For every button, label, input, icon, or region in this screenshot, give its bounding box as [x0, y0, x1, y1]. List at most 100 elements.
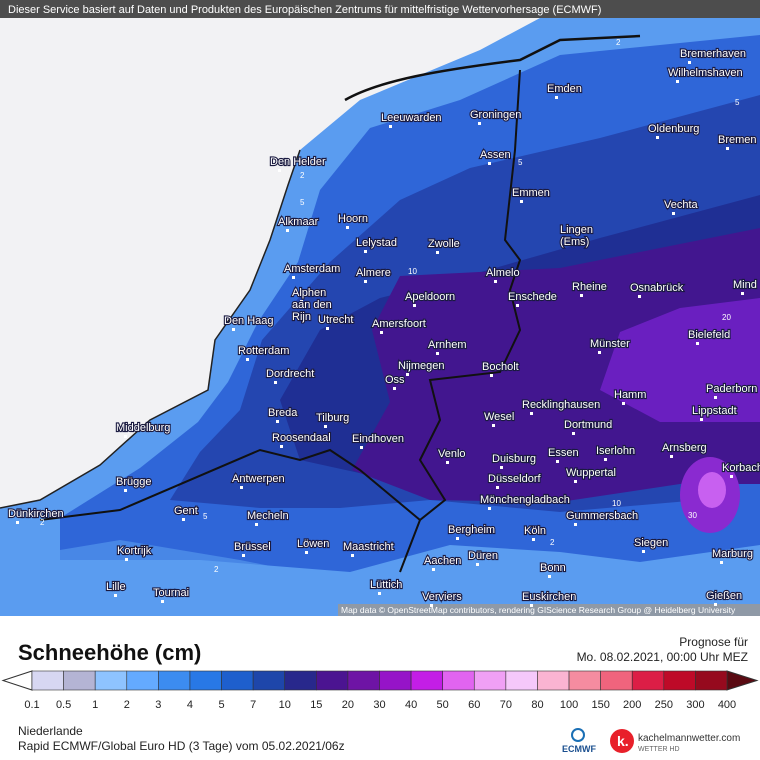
colorbar-bin — [158, 670, 191, 691]
ecmwf-text: ECMWF — [562, 744, 596, 754]
contour-label: 30 — [688, 511, 697, 520]
city-dot — [556, 460, 559, 463]
city-dot — [360, 446, 363, 449]
city-dot — [676, 80, 679, 83]
city-dot — [280, 445, 283, 448]
colorbar-arrow — [726, 670, 759, 691]
city-dot — [292, 276, 295, 279]
city-label: Brügge — [116, 476, 151, 488]
city-dot — [500, 466, 503, 469]
colorbar-tick-label: 2 — [124, 699, 130, 711]
attribution: Map data © OpenStreetMap contributors, r… — [341, 605, 736, 615]
colorbar-tick-label: 4 — [187, 699, 193, 711]
city-dot — [730, 475, 733, 478]
site-name: kachelmannwetter.com — [638, 733, 740, 744]
city-label: Brüssel — [234, 541, 271, 553]
city-label: Dortmund — [564, 419, 612, 431]
city-dot — [530, 412, 533, 415]
city-label: Duisburg — [492, 453, 536, 465]
city-label: Amersfoort — [372, 318, 426, 330]
city-dot — [255, 523, 258, 526]
colorbar-tick-label: 70 — [500, 699, 512, 711]
city-label: Rheine — [572, 281, 607, 293]
city-label: Groningen — [470, 109, 521, 121]
city-dot — [124, 489, 127, 492]
city-label: aan den — [292, 299, 332, 311]
colorbar-tick-label: 80 — [531, 699, 543, 711]
colorbar-bin — [63, 670, 96, 691]
city-dot — [494, 280, 497, 283]
city-label: Siegen — [634, 537, 668, 549]
colorbar-bin — [442, 670, 475, 691]
city-label: Emmen — [512, 187, 550, 199]
colorbar-bin — [347, 670, 380, 691]
colorbar-tick-label: 7 — [250, 699, 256, 711]
city-dot — [492, 424, 495, 427]
city-label: Recklinghausen — [522, 399, 600, 411]
city-dot — [436, 251, 439, 254]
colorbar-tick-label: 1 — [92, 699, 98, 711]
city-dot — [714, 396, 717, 399]
city-dot — [604, 458, 607, 461]
city-dot — [638, 295, 641, 298]
city-dot — [446, 461, 449, 464]
colorbar-tick-label: 150 — [591, 699, 609, 711]
city-dot — [432, 568, 435, 571]
colorbar-bin — [695, 670, 728, 691]
city-dot — [389, 125, 392, 128]
city-label: Den Helder — [270, 156, 326, 168]
city-label: (Ems) — [560, 236, 589, 248]
city-label: Amsterdam — [284, 263, 340, 275]
contour-label: 10 — [408, 267, 417, 276]
city-dot — [516, 304, 519, 307]
contour-label: 2 — [214, 565, 219, 574]
snow-area — [352, 228, 760, 502]
city-dot — [532, 538, 535, 541]
city-label: Korbach — [722, 462, 760, 474]
site-logo-mark: k. — [617, 733, 629, 749]
city-dot — [286, 229, 289, 232]
city-dot — [478, 122, 481, 125]
colorbar-tick-label: 100 — [560, 699, 578, 711]
city-label: Utrecht — [318, 314, 353, 326]
colorbar-tick-label: 0.1 — [24, 699, 39, 711]
city-dot — [696, 342, 699, 345]
colorbar-tick-label: 0.5 — [56, 699, 71, 711]
city-dot — [488, 507, 491, 510]
city-dot — [300, 300, 303, 303]
city-dot — [161, 600, 164, 603]
city-label: Tilburg — [316, 412, 349, 424]
city-label: Almelo — [486, 267, 520, 279]
contour-label: 20 — [722, 313, 731, 322]
city-dot — [242, 554, 245, 557]
city-label: Bielefeld — [688, 329, 730, 341]
city-dot — [430, 604, 433, 607]
city-label: Mind — [733, 279, 757, 291]
colorbar-tick-label: 3 — [155, 699, 161, 711]
colorbar-tick-label: 400 — [718, 699, 736, 711]
forecast-label: Prognose für — [679, 635, 748, 649]
city-dot — [278, 169, 281, 172]
city-label: Düsseldorf — [488, 473, 542, 485]
city-dot — [324, 425, 327, 428]
city-dot — [580, 294, 583, 297]
city-dot — [598, 351, 601, 354]
contour-label: 2 — [40, 518, 45, 527]
city-label: Dordrecht — [266, 368, 314, 380]
colorbar-bin — [379, 670, 412, 691]
city-dot — [488, 162, 491, 165]
colorbar-bin — [221, 670, 254, 691]
city-label: Zwolle — [428, 238, 460, 250]
city-dot — [406, 373, 409, 376]
city-label: Mönchengladbach — [480, 494, 570, 506]
city-dot — [114, 594, 117, 597]
city-label: Emden — [547, 83, 582, 95]
city-dot — [530, 604, 533, 607]
legend-title: Schneehöhe (cm) — [18, 640, 201, 665]
city-label: Euskirchen — [522, 591, 576, 603]
region: Niederlande — [18, 724, 83, 738]
city-dot — [720, 561, 723, 564]
city-dot — [305, 551, 308, 554]
colorbar-bin — [31, 670, 64, 691]
